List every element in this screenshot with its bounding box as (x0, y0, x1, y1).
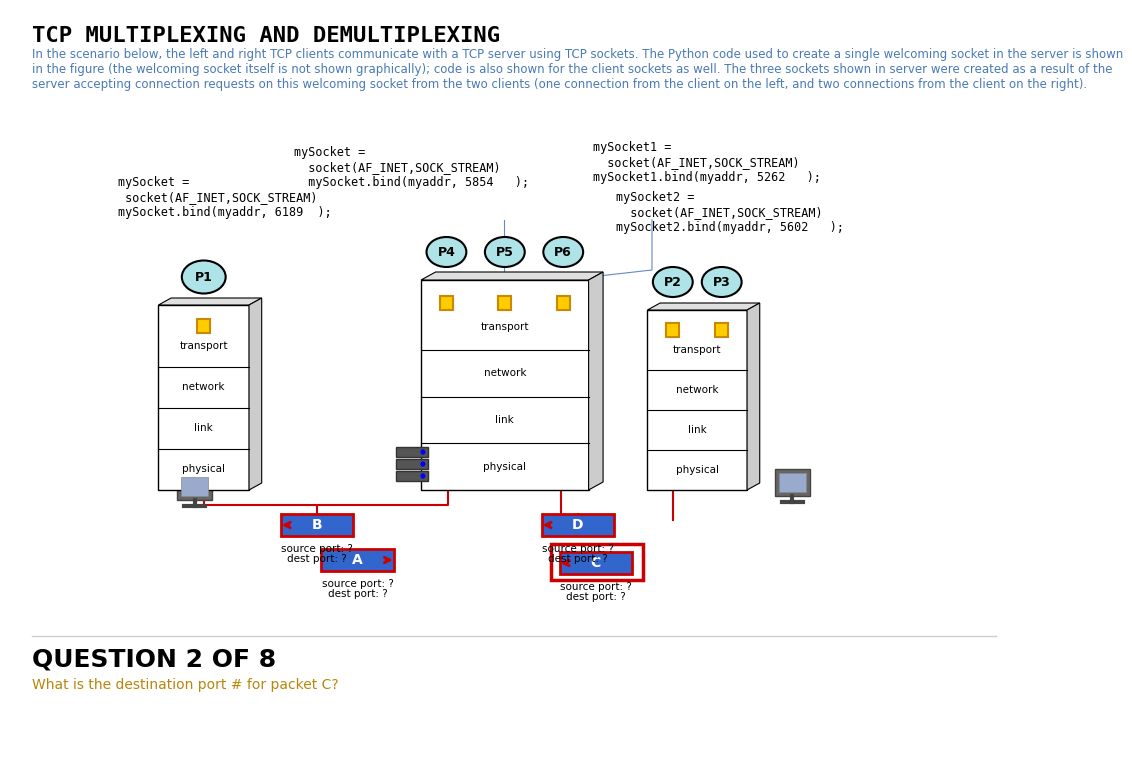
Text: dest port: ?: dest port: ? (288, 554, 346, 564)
Text: link: link (496, 415, 514, 425)
Polygon shape (421, 272, 603, 280)
Text: P3: P3 (713, 276, 730, 289)
Text: P6: P6 (555, 245, 572, 258)
Bar (421, 280, 589, 490)
Text: transport: transport (481, 322, 529, 332)
Bar (158, 305, 249, 490)
Text: What is the destination port # for packet C?: What is the destination port # for packe… (32, 678, 338, 692)
Text: P1: P1 (195, 270, 213, 283)
Bar (715, 323, 728, 337)
Text: A: A (352, 553, 363, 567)
Text: source port: ?: source port: ? (281, 544, 353, 554)
Text: transport: transport (674, 345, 721, 355)
Ellipse shape (427, 237, 466, 267)
Bar (396, 447, 428, 457)
Bar (197, 319, 211, 332)
Text: physical: physical (483, 462, 526, 472)
Polygon shape (249, 298, 261, 490)
Bar (648, 310, 747, 490)
Text: mySocket1 =
  socket(AF_INET,SOCK_STREAM)
mySocket1.bind(myaddr, 5262   );: mySocket1 = socket(AF_INET,SOCK_STREAM) … (593, 141, 821, 184)
Text: source port: ?: source port: ? (560, 582, 632, 592)
Text: mySocket =
 socket(AF_INET,SOCK_STREAM)
mySocket.bind(myaddr, 6189  );: mySocket = socket(AF_INET,SOCK_STREAM) m… (118, 176, 332, 219)
Bar (321, 549, 394, 571)
Text: P4: P4 (437, 245, 455, 258)
Bar (550, 544, 643, 580)
Bar (779, 473, 806, 492)
Text: In the scenario below, the left and right TCP clients communicate with a TCP ser: In the scenario below, the left and righ… (32, 48, 1123, 91)
Bar (181, 477, 208, 496)
Text: B: B (311, 518, 323, 532)
Circle shape (421, 462, 424, 466)
Ellipse shape (702, 267, 741, 297)
Text: link: link (195, 424, 213, 434)
Text: dest port: ?: dest port: ? (548, 554, 608, 564)
Bar (667, 323, 679, 337)
Text: D: D (572, 518, 583, 532)
Bar (557, 296, 569, 310)
Text: P2: P2 (663, 276, 681, 289)
Polygon shape (589, 272, 603, 490)
Text: P5: P5 (496, 245, 514, 258)
Text: mySocket2 =
  socket(AF_INET,SOCK_STREAM)
mySocket2.bind(myaddr, 5602   );: mySocket2 = socket(AF_INET,SOCK_STREAM) … (616, 191, 843, 234)
Polygon shape (158, 298, 261, 305)
Text: physical: physical (182, 464, 225, 474)
Bar (498, 296, 512, 310)
Text: transport: transport (180, 341, 228, 351)
Polygon shape (747, 303, 760, 490)
Text: physical: physical (676, 465, 719, 475)
Text: source port: ?: source port: ? (321, 579, 394, 589)
Bar (281, 514, 353, 536)
Ellipse shape (543, 237, 583, 267)
Bar (541, 514, 614, 536)
Bar (396, 459, 428, 469)
Text: link: link (688, 425, 706, 435)
Text: TCP MULTIPLEXING AND DEMULTIPLEXING: TCP MULTIPLEXING AND DEMULTIPLEXING (32, 26, 500, 46)
Bar (178, 473, 212, 500)
Ellipse shape (484, 237, 525, 267)
Text: dest port: ?: dest port: ? (328, 589, 387, 599)
Ellipse shape (653, 267, 693, 297)
Text: network: network (676, 385, 719, 395)
Text: dest port: ?: dest port: ? (566, 592, 626, 602)
Bar (440, 296, 453, 310)
Text: mySocket =
  socket(AF_INET,SOCK_STREAM)
  mySocket.bind(myaddr, 5854   );: mySocket = socket(AF_INET,SOCK_STREAM) m… (294, 146, 530, 189)
Bar (559, 552, 632, 574)
Text: network: network (483, 368, 526, 378)
Text: source port: ?: source port: ? (542, 544, 614, 554)
Text: C: C (591, 556, 601, 570)
Text: QUESTION 2 OF 8: QUESTION 2 OF 8 (32, 648, 276, 672)
Bar (775, 470, 809, 496)
Text: network: network (182, 382, 225, 392)
Bar (396, 471, 428, 481)
Circle shape (421, 474, 424, 478)
Polygon shape (648, 303, 760, 310)
Ellipse shape (182, 260, 225, 293)
Circle shape (421, 450, 424, 454)
